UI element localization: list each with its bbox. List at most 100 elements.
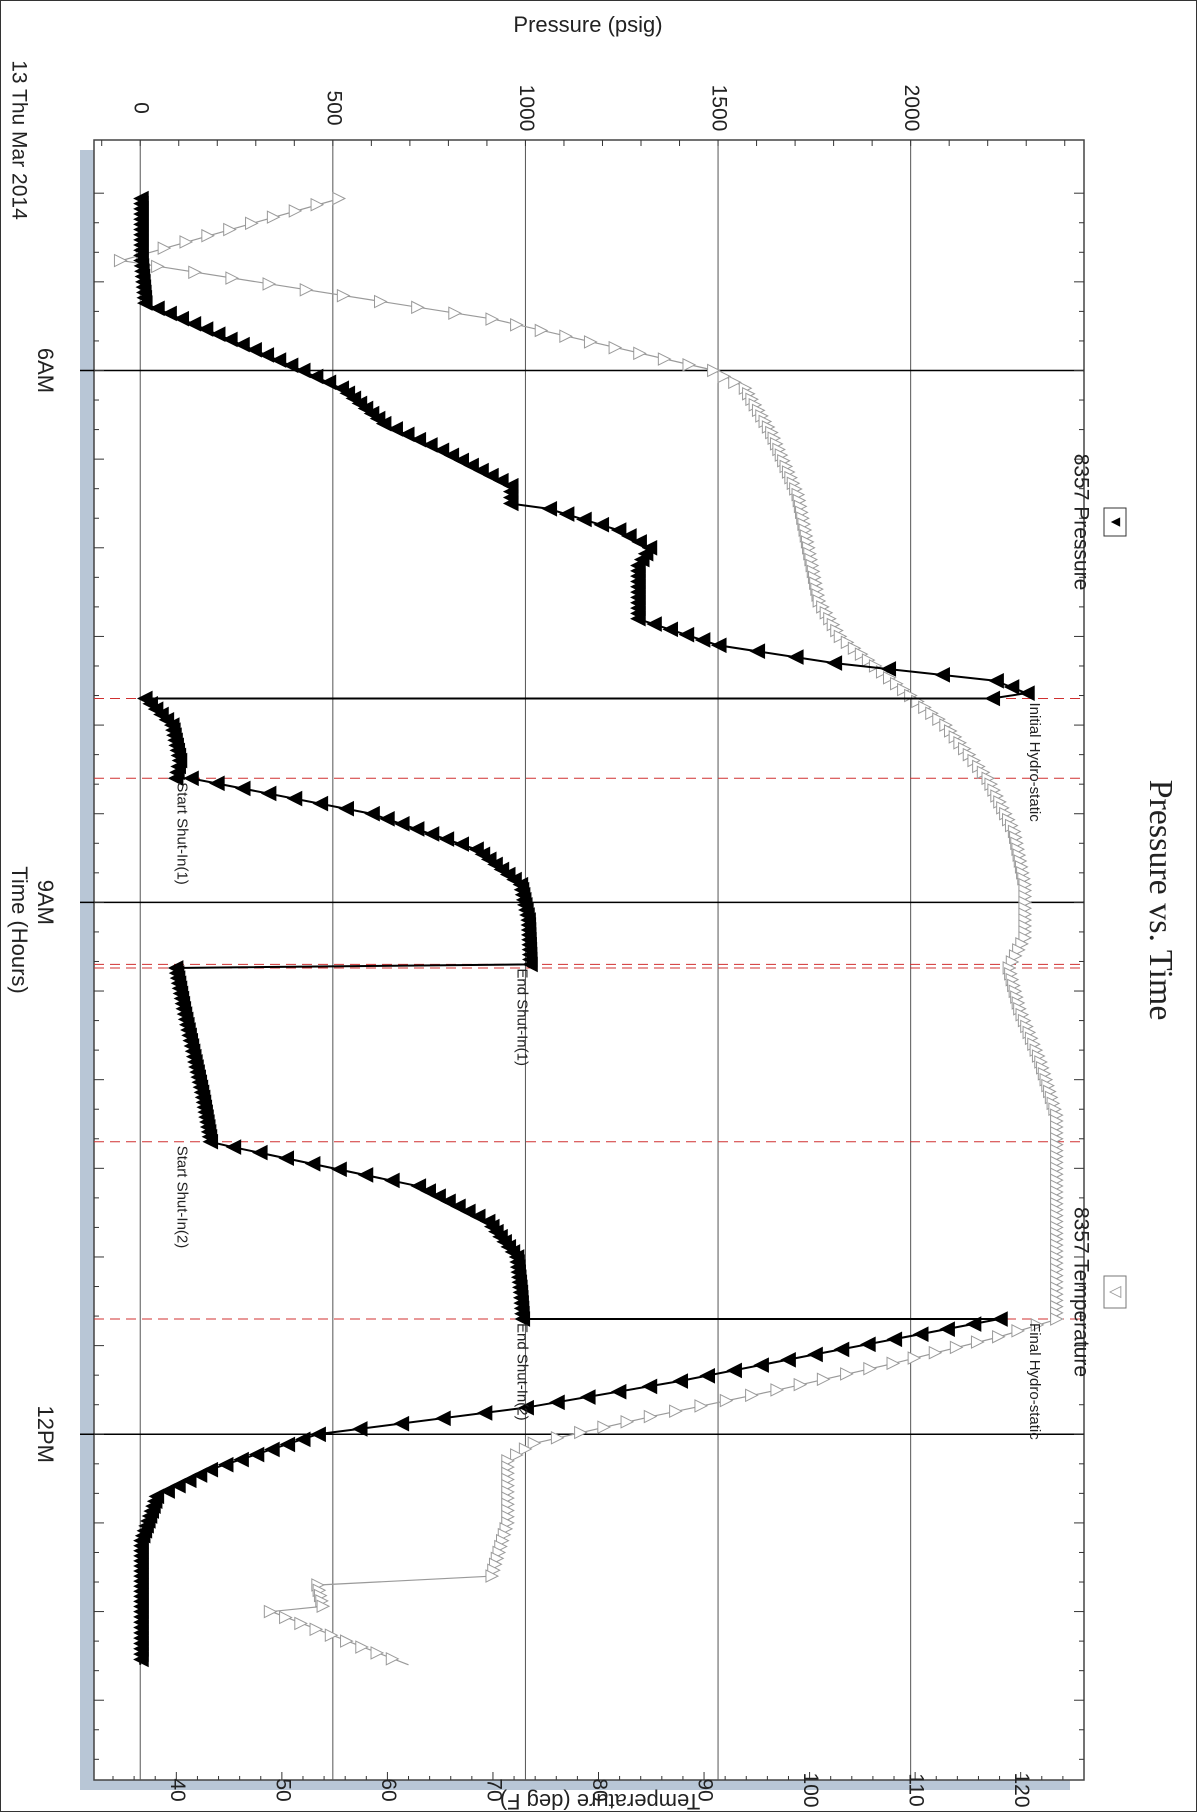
temperature-point [485,1569,500,1583]
temperature-point [374,294,388,309]
pressure-point [222,331,238,348]
pressure-point [672,1373,689,1389]
event-label: End Shut-In(1) [513,968,530,1066]
pressure-point [880,661,897,677]
pressure-point [159,1483,175,1499]
pressure-point [662,621,679,638]
pressure-point [502,495,519,512]
temperature-point [518,1442,533,1456]
pressure-point [422,437,438,453]
pressure-point [787,649,804,665]
pressure-point [541,500,558,517]
pressure-point [593,516,610,533]
pressure-point [988,672,1004,689]
temperature-point [1011,1324,1026,1338]
pressure-point [312,795,329,812]
temperature-point [310,197,325,212]
pressure-point [279,1436,296,1453]
legend-pressure-box [1103,507,1127,537]
temperature-point [833,629,848,644]
temperature-point [510,317,524,332]
pressure-point [260,785,277,802]
temperature-point [385,1652,400,1666]
pressure-point [304,1155,321,1172]
temperature-point [223,222,237,237]
temperature-point [925,706,939,721]
pressure-point [251,1144,268,1161]
temperature-point [294,1616,308,1631]
temperature-point [157,241,172,255]
temperature-point [151,259,165,274]
temperature-point [745,1388,759,1403]
temperature-point [928,1345,943,1360]
pressure-point [331,1161,347,1178]
time-tick-label: 9AM [33,880,58,925]
pressure-point [183,770,199,787]
event-label: Start Shut-In(2) [173,1146,190,1249]
temperature-point [324,1628,339,1643]
pressure-point [450,1198,466,1215]
temperature-point [717,369,732,384]
pressure-point [209,326,226,343]
pressure-point [631,534,647,550]
pressure-point [264,1441,280,1458]
pressure-point [375,415,392,432]
pressure-point [258,347,275,363]
temperature-point [583,335,598,349]
pressure-point [443,447,460,464]
event-label: Start Shut-In(1) [173,782,190,885]
pressure-point [357,1167,374,1183]
pressure-point [453,452,470,469]
pressure-point [133,1651,149,1668]
temperature-point [816,1372,831,1387]
temperature-point [847,641,862,656]
pressure-point [749,643,766,660]
temperature-point [707,363,721,378]
axis-labels: 0 500 1000 1500 2000 Pressure (psig) 40 50 60 70 8… [7,12,1179,1812]
pressure-point [364,805,380,822]
temperature-point [886,1356,901,1371]
time-tick-label: 12PM [33,1406,58,1463]
pressure-point [493,472,509,489]
temperature-point [510,1448,524,1462]
pressure-point [430,1188,446,1204]
temperature-point [597,1420,611,1434]
pressure-point [433,442,450,459]
temperature-point [694,1399,709,1413]
pressure-point [338,800,354,817]
pressure-tick-label: 0 [130,102,153,114]
pressure-point [1003,679,1020,695]
pressure-point [149,300,165,317]
pressure-point [167,770,184,787]
pressure-point [483,467,499,484]
pressure-point [576,511,592,528]
pressure-point [549,1394,565,1411]
pressure-point [710,637,727,654]
temperature-point [309,1622,324,1637]
temperature-point [1030,1318,1045,1332]
pressure-point [833,1341,850,1358]
pressure-point [191,1467,208,1483]
pressure-point [860,1336,876,1353]
temperature-point [949,1340,964,1355]
pressure-point [459,1203,476,1220]
temperature-tick-label: 50 [271,1778,294,1801]
legend-temperature-box [1103,1275,1127,1309]
temperature-point [620,1415,635,1429]
pressure-point [473,462,489,479]
pressure-tick-label: 1000 [515,85,538,132]
event-label: Initial Hydro-static [1026,702,1043,822]
temperature-point [550,1431,565,1445]
temperature-point [770,1383,785,1397]
event-label: End Shut-In(2) [513,1323,530,1421]
pressure-point [161,305,177,322]
pressure-point [294,362,311,379]
pressure-point [307,368,324,385]
pressure-point [610,1383,627,1400]
pressure-point [621,528,637,544]
temperature-point [719,1393,734,1408]
pressure-point [351,1421,368,1437]
temperature-point [992,1329,1006,1344]
temperature-point [534,323,549,338]
